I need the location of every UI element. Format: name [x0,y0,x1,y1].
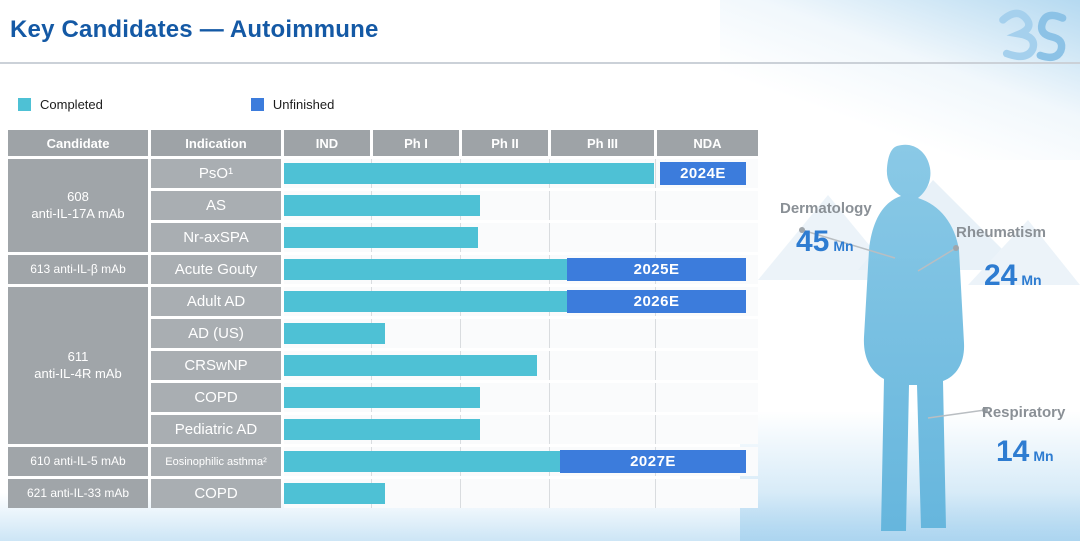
pipeline-bar-cell [284,223,758,252]
column-header-ind: IND [284,130,370,156]
pipeline-bar-cell [284,479,758,508]
approval-bar: 2024E [659,162,747,185]
completed-bar [284,419,481,440]
candidate-group-610: 610 anti-IL-5 mAb [8,447,148,476]
pipeline-bar-cell [284,191,758,220]
person-silhouette [863,144,965,531]
completed-swatch [18,98,31,111]
pipeline-bar-cell [284,383,758,412]
legend: Completed Unfinished [18,97,334,112]
column-header-ph2: Ph II [462,130,548,156]
completed-bar [284,291,567,312]
column-header-candidate: Candidate [8,130,148,156]
candidate-line: 608 [67,189,89,205]
market-respiratory: Respiratory 14 Mn [982,404,1065,469]
column-header-nda: NDA [657,130,758,156]
market-rheumatism: Rheumatism 24 Mn [956,224,1046,293]
candidate-line: 611 [67,349,89,365]
candidate-line: 610 anti-IL-5 mAb [30,454,126,468]
pipeline-bar-cell [284,351,758,380]
pipeline-bar-cell: 2026E [284,287,758,316]
table-body: 608 anti-IL-17A mAb 613 anti-IL-β mAb 61… [8,159,758,508]
completed-bar [284,259,567,280]
market-dermatology: Dermatology 45 Mn [780,200,872,259]
table-header-row: Candidate Indication IND Ph I Ph II Ph I… [8,130,758,156]
market-number: 14 Mn [996,435,1065,469]
completed-bar [284,387,481,408]
approval-bar: 2025E [566,258,747,281]
indication-cell: Acute Gouty [151,255,281,284]
pipeline-bar-cell: 2025E [284,255,758,284]
brand-logo-3s-icon [999,9,1067,62]
market-label: Dermatology [780,200,872,217]
indication-cell: Adult AD [151,287,281,316]
legend-completed-label: Completed [40,97,103,112]
sky-gradient [720,0,1080,160]
pipeline-bar-cell [284,319,758,348]
completed-bar [284,355,538,376]
indication-cell: COPD [151,383,281,412]
market-number: 24 Mn [984,259,1046,293]
approval-bar: 2026E [566,290,747,313]
column-header-indication: Indication [151,130,281,156]
indication-cell: AD (US) [151,319,281,348]
indication-cell: COPD [151,479,281,508]
market-unit: Mn [1033,448,1054,464]
indication-cell: CRSwNP [151,351,281,380]
completed-bar [284,483,385,504]
market-value: 24 [984,259,1018,292]
indication-cell: Pediatric AD [151,415,281,444]
pipeline-bar-cell: 2027E [284,447,758,476]
indication-cell: PsO¹ [151,159,281,188]
pipeline-table: Candidate Indication IND Ph I Ph II Ph I… [8,130,758,508]
completed-bar [284,163,654,184]
pipeline-bar-cell: 2024E [284,159,758,188]
ground-gradient-right [740,411,1080,541]
completed-bar [284,451,560,472]
column-header-ph3: Ph III [551,130,654,156]
column-header-ph1: Ph I [373,130,459,156]
market-unit: Mn [833,238,854,254]
indication-cell: Eosinophilic asthma² [151,447,281,476]
market-value: 14 [996,435,1030,468]
indication-cell: Nr-axSPA [151,223,281,252]
candidate-line: anti-IL-4R mAb [34,365,122,381]
candidate-group-608: 608 anti-IL-17A mAb [8,159,148,252]
completed-bar [284,195,481,216]
market-unit: Mn [1021,272,1042,288]
candidate-line: 621 anti-IL-33 mAb [26,486,130,500]
market-value: 45 [796,225,830,258]
approval-bar: 2027E [559,450,747,473]
completed-bar [284,323,385,344]
completed-bar [284,227,478,248]
market-label: Rheumatism [956,224,1047,241]
candidate-line: anti-IL-17A mAb [31,205,125,221]
title-divider [0,62,1080,64]
candidate-group-621: 621 anti-IL-33 mAb [8,479,148,508]
unfinished-swatch [250,98,264,111]
indication-cell: AS [151,191,281,220]
candidate-group-611: 611 anti-IL-4R mAb [8,287,148,444]
legend-unfinished-label: Unfinished [272,97,335,112]
market-label: Respiratory [982,404,1066,421]
pipeline-bar-cell [284,415,758,444]
page-title: Key Candidates — Autoimmune [10,16,379,43]
legend-item-completed: Completed [18,97,103,112]
candidate-line: 613 anti-IL-β mAb [30,262,126,276]
legend-item-unfinished: Unfinished [250,97,335,112]
candidate-group-613: 613 anti-IL-β mAb [8,255,148,284]
market-number: 45 Mn [796,225,872,259]
